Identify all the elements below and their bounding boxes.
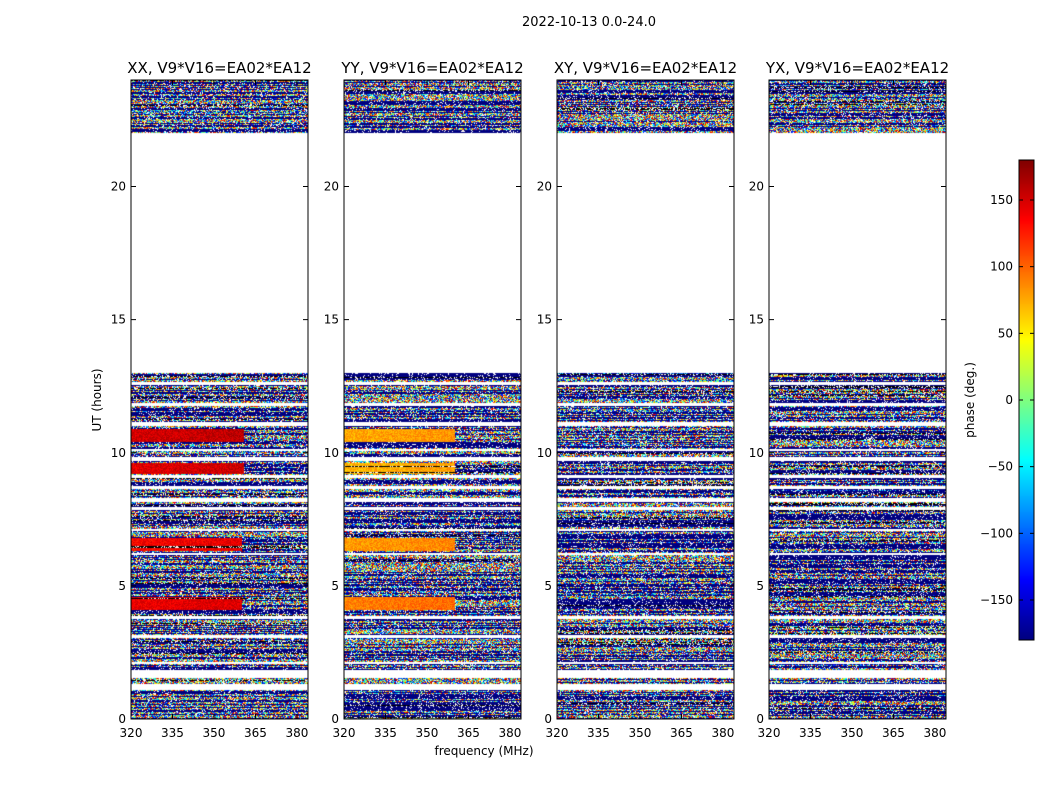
y-tick-label: 20: [749, 180, 764, 194]
panel-2: YY, V9*V16=EA02*EA12 320 335 350 365 380 0 5 10 1…: [324, 59, 524, 740]
panel-title: YY, V9*V16=EA02*EA12: [340, 59, 523, 77]
x-tick-label: 320: [758, 726, 781, 740]
y-tick-label: 10: [537, 446, 552, 460]
x-tick-label: 365: [670, 726, 693, 740]
panel-title: YX, V9*V16=EA02*EA12: [765, 59, 949, 77]
y-tick-label: 10: [324, 446, 339, 460]
y-tick-label: 5: [118, 579, 126, 593]
y-tick-label: 20: [537, 180, 552, 194]
colorbar-tick-label: 100: [990, 260, 1013, 274]
figure-suptitle: 2022-10-13 0.0-24.0: [522, 15, 656, 30]
y-tick-label: 0: [756, 712, 764, 726]
x-tick-label: 380: [711, 726, 734, 740]
x-axis-label: frequency (MHz): [434, 744, 533, 758]
y-tick-label: 0: [118, 712, 126, 726]
x-tick-label: 335: [587, 726, 610, 740]
colorbar-tick-label: −100: [980, 526, 1013, 540]
x-tick-label: 380: [923, 726, 946, 740]
y-tick-label: 15: [111, 313, 126, 327]
y-tick-label: 10: [111, 446, 126, 460]
heatmap-raster: [344, 80, 521, 719]
axes-frame: [343, 79, 522, 720]
x-tick-label: 380: [498, 726, 521, 740]
y-tick-label: 15: [749, 313, 764, 327]
y-tick-label: 0: [331, 712, 339, 726]
panel-3: XY, V9*V16=EA02*EA12 320 335 350 365 380 0 5 10 1…: [537, 59, 737, 740]
x-tick-label: 380: [285, 726, 308, 740]
x-tick-label: 350: [416, 726, 439, 740]
colorbar-gradient: [1019, 160, 1034, 640]
panel-1: XX, V9*V16=EA02*EA12 320 335 350 365 380 0 5 10 1…: [111, 59, 312, 740]
colorbar-tick-label: 150: [990, 193, 1013, 207]
y-tick-label: 20: [111, 180, 126, 194]
heatmap-raster: [557, 80, 734, 719]
panel-4: YX, V9*V16=EA02*EA12 320 335 350 365 380 0 5 10 1…: [749, 59, 949, 740]
x-tick-label: 365: [457, 726, 480, 740]
panel-title: XX, V9*V16=EA02*EA12: [127, 59, 311, 77]
y-tick-label: 10: [749, 446, 764, 460]
y-tick-label: 15: [324, 313, 339, 327]
x-tick-label: 365: [244, 726, 267, 740]
heatmap-raster: [131, 80, 308, 719]
heatmap-panels: XX, V9*V16=EA02*EA12 320 335 350 365 380 0 5 10 1…: [111, 59, 949, 740]
x-tick-label: 335: [374, 726, 397, 740]
x-tick-label: 350: [629, 726, 652, 740]
colorbar: 150 100 50 0 −50 −100 −150: [980, 159, 1035, 641]
colorbar-tick-label: −150: [980, 593, 1013, 607]
x-tick-label: 350: [203, 726, 226, 740]
y-tick-label: 0: [544, 712, 552, 726]
colorbar-tick-label: 0: [1005, 393, 1013, 407]
x-tick-label: 335: [161, 726, 184, 740]
x-tick-label: 335: [799, 726, 822, 740]
x-tick-label: 350: [841, 726, 864, 740]
y-tick-label: 20: [324, 180, 339, 194]
panel-title: XY, V9*V16=EA02*EA12: [554, 59, 737, 77]
y-tick-label: 5: [756, 579, 764, 593]
x-tick-label: 320: [333, 726, 356, 740]
axes-frame: [768, 79, 947, 720]
colorbar-tick-label: 50: [998, 326, 1013, 340]
colorbar-label: phase (deg.): [963, 362, 977, 438]
heatmap-raster: [769, 80, 946, 719]
colorbar-tick-label: −50: [988, 460, 1013, 474]
x-tick-label: 365: [882, 726, 905, 740]
y-tick-label: 5: [331, 579, 339, 593]
x-tick-label: 320: [120, 726, 143, 740]
x-tick-label: 320: [546, 726, 569, 740]
y-tick-label: 15: [537, 313, 552, 327]
y-tick-label: 5: [544, 579, 552, 593]
axes-frame: [130, 79, 309, 720]
y-axis-label: UT (hours): [90, 368, 104, 431]
axes-frame: [556, 79, 735, 720]
